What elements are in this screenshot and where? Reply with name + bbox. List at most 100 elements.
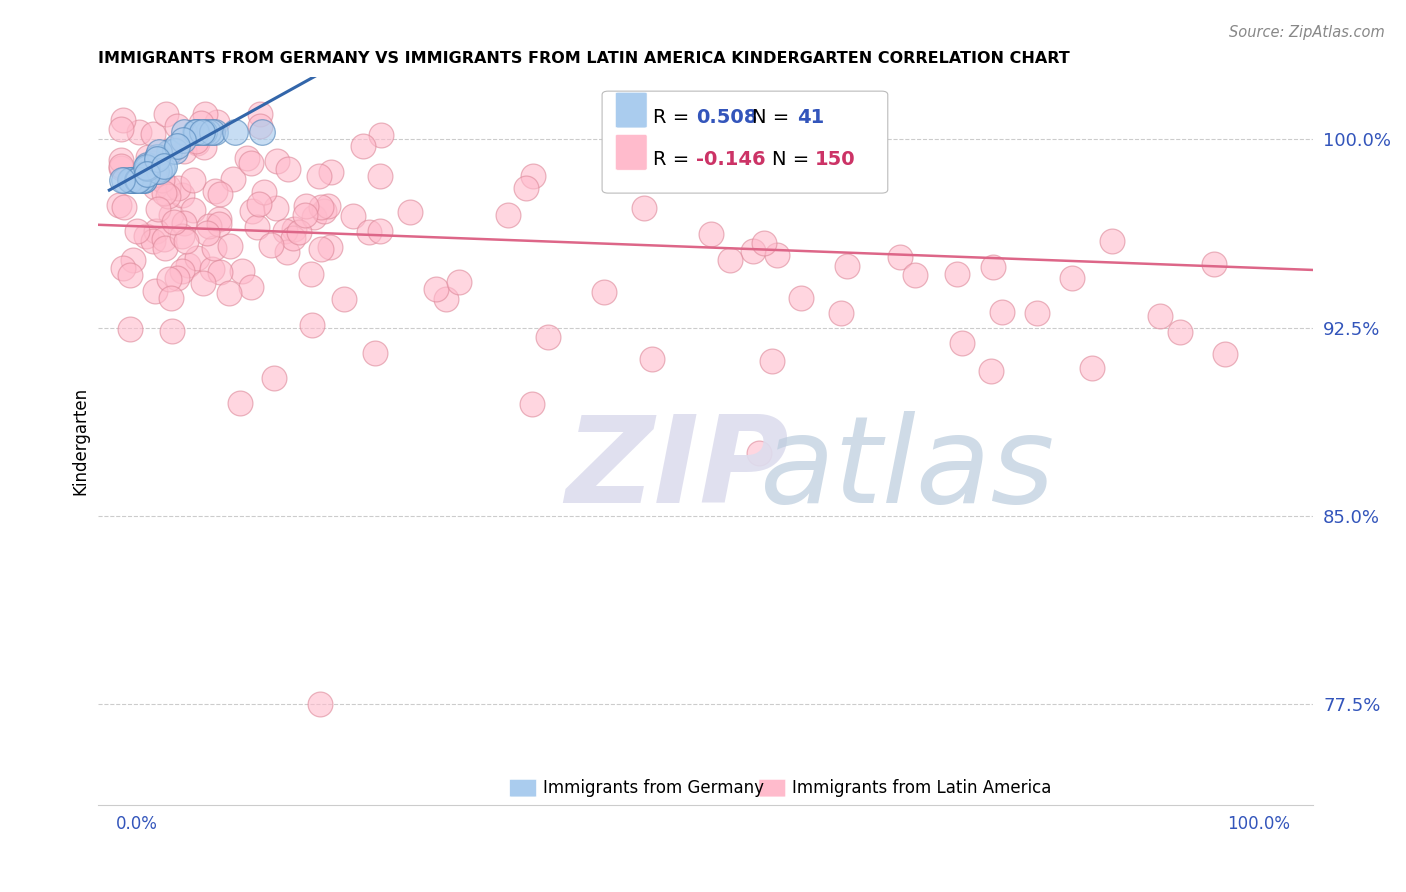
Point: [1025, 306, 1047, 320]
Text: Immigrants from Germany: Immigrants from Germany: [543, 780, 763, 797]
Point: [143, 285, 166, 299]
Point: [111, 112, 134, 127]
Point: [166, 119, 188, 133]
Point: [276, 245, 298, 260]
Point: [183, 125, 205, 139]
Point: [145, 224, 167, 238]
Point: [294, 209, 316, 223]
Text: atlas: atlas: [761, 411, 1056, 528]
Point: [246, 219, 269, 234]
Point: [208, 217, 231, 231]
Point: [146, 153, 169, 167]
Point: [240, 155, 263, 169]
Point: [195, 226, 218, 240]
Point: [277, 161, 299, 176]
Point: [136, 150, 159, 164]
Point: [191, 125, 214, 139]
Point: [176, 234, 198, 248]
Point: [520, 396, 543, 410]
Point: [166, 271, 188, 285]
Point: [314, 204, 336, 219]
Text: Immigrants from Latin America: Immigrants from Latin America: [792, 780, 1052, 797]
Point: [121, 253, 143, 268]
Text: N =: N =: [772, 150, 815, 169]
Point: [170, 263, 193, 277]
Point: [143, 164, 166, 178]
Text: 150: 150: [815, 150, 855, 169]
Text: Source: ZipAtlas.com: Source: ZipAtlas.com: [1229, 25, 1385, 40]
Point: [766, 248, 789, 262]
Point: [173, 216, 195, 230]
Point: [1081, 361, 1104, 376]
Point: [148, 145, 170, 159]
Point: [152, 161, 174, 175]
Point: [249, 119, 271, 133]
Point: [184, 134, 207, 148]
Point: [222, 172, 245, 186]
Point: [163, 215, 186, 229]
Point: [157, 180, 180, 194]
Point: [249, 107, 271, 121]
Point: [160, 291, 183, 305]
Point: [142, 155, 165, 169]
Point: [299, 268, 322, 282]
Point: [1101, 234, 1123, 248]
Point: [127, 172, 149, 186]
Point: [950, 336, 973, 351]
FancyBboxPatch shape: [510, 780, 537, 797]
Point: [128, 125, 150, 139]
Point: [515, 180, 537, 194]
Text: IMMIGRANTS FROM GERMANY VS IMMIGRANTS FROM LATIN AMERICA KINDERGARTEN CORRELATIO: IMMIGRANTS FROM GERMANY VS IMMIGRANTS FR…: [97, 51, 1070, 66]
Point: [190, 116, 212, 130]
Text: R =: R =: [654, 150, 696, 169]
Point: [160, 324, 183, 338]
Point: [173, 144, 195, 158]
Point: [311, 200, 333, 214]
Point: [135, 160, 157, 174]
Point: [368, 224, 391, 238]
Point: [247, 197, 270, 211]
Point: [143, 168, 166, 182]
Point: [186, 125, 208, 139]
Point: [201, 261, 224, 276]
FancyBboxPatch shape: [602, 91, 887, 193]
Point: [302, 210, 325, 224]
Point: [136, 161, 159, 175]
Point: [162, 142, 184, 156]
Point: [125, 172, 148, 186]
Point: [132, 172, 155, 186]
Point: [181, 202, 204, 217]
Point: [342, 209, 364, 223]
Point: [193, 139, 215, 153]
Point: [1213, 347, 1236, 361]
Text: -0.146: -0.146: [696, 150, 765, 169]
Point: [135, 229, 157, 244]
Point: [592, 285, 614, 299]
Y-axis label: Kindergarten: Kindergarten: [72, 387, 89, 495]
Point: [980, 364, 1002, 378]
Point: [522, 169, 544, 183]
Point: [163, 145, 186, 159]
Point: [264, 201, 287, 215]
Point: [148, 164, 170, 178]
Point: [136, 158, 159, 172]
Point: [173, 125, 195, 139]
Point: [152, 159, 174, 173]
Point: [281, 231, 304, 245]
Point: [641, 352, 664, 367]
Point: [153, 232, 176, 246]
Point: [991, 304, 1014, 318]
Point: [125, 224, 148, 238]
Point: [434, 292, 457, 306]
Point: [260, 238, 283, 252]
Point: [120, 268, 142, 282]
Point: [197, 125, 219, 139]
Point: [166, 139, 188, 153]
Point: [240, 204, 263, 219]
Point: [145, 164, 167, 178]
Point: [186, 251, 208, 265]
Point: [142, 234, 165, 248]
Point: [193, 125, 215, 139]
Point: [112, 260, 135, 275]
Point: [111, 172, 134, 186]
